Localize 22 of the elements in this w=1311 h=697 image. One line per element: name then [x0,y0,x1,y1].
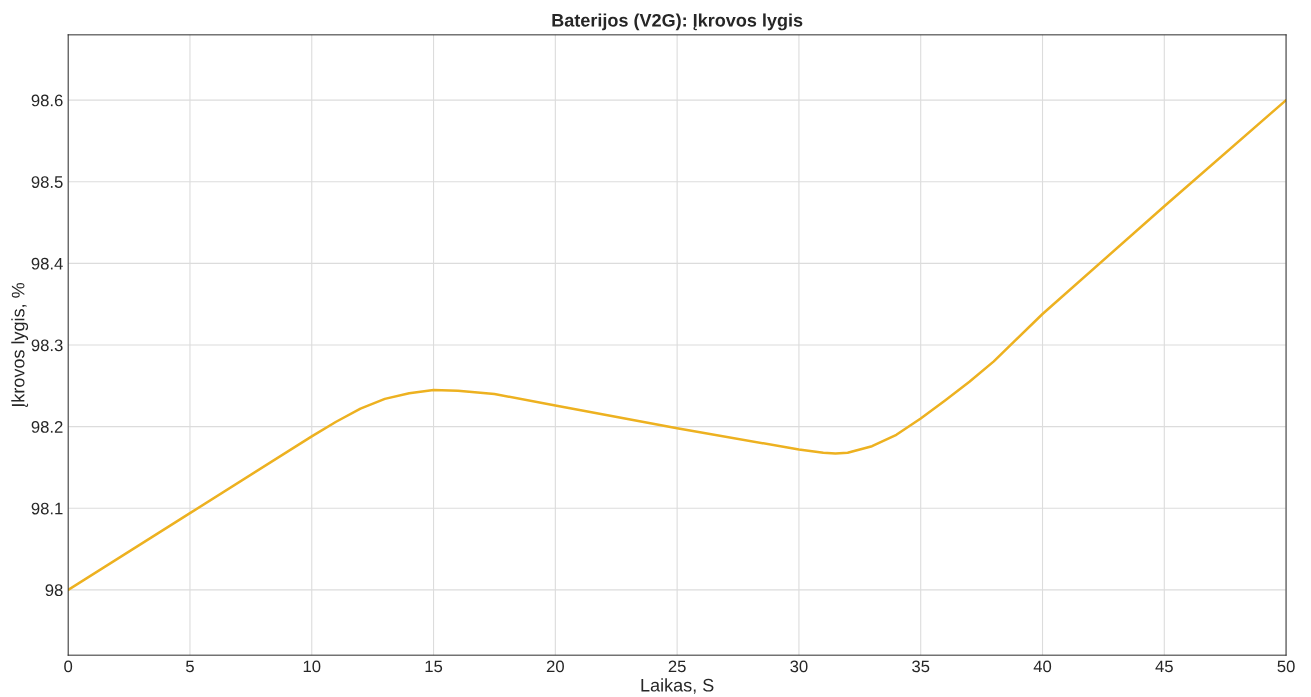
y-tick-label: 98.5 [31,176,63,188]
chart-title: Baterijos (V2G): Įkrovos lygis [552,13,803,31]
x-tick-label: 15 [425,660,443,673]
x-tick-label: 0 [64,660,73,673]
x-tick-label: 5 [186,660,194,673]
y-tick-label: 98.3 [31,339,63,352]
y-tick-label: 98.4 [31,257,63,270]
y-tick-label: 98.6 [31,94,63,107]
x-tick-label: 40 [1033,660,1052,673]
x-tick-label: 30 [790,660,808,673]
x-tick-label: 20 [546,660,564,673]
y-tick-label: 98.1 [31,502,63,515]
line-series [68,98,1287,592]
x-tick-label: 50 [1277,660,1295,673]
y-tick-label: 98.2 [31,421,63,433]
y-tick-label: 98 [45,584,63,597]
x-tick-label: 35 [912,660,930,673]
y-axis-title: Įkrovos lygis, % [11,282,29,407]
x-tick-label: 10 [303,660,321,673]
x-tick-label: 45 [1155,660,1173,673]
x-tick-label: 25 [668,660,686,673]
x-axis-title: Laikas, S [641,678,714,694]
